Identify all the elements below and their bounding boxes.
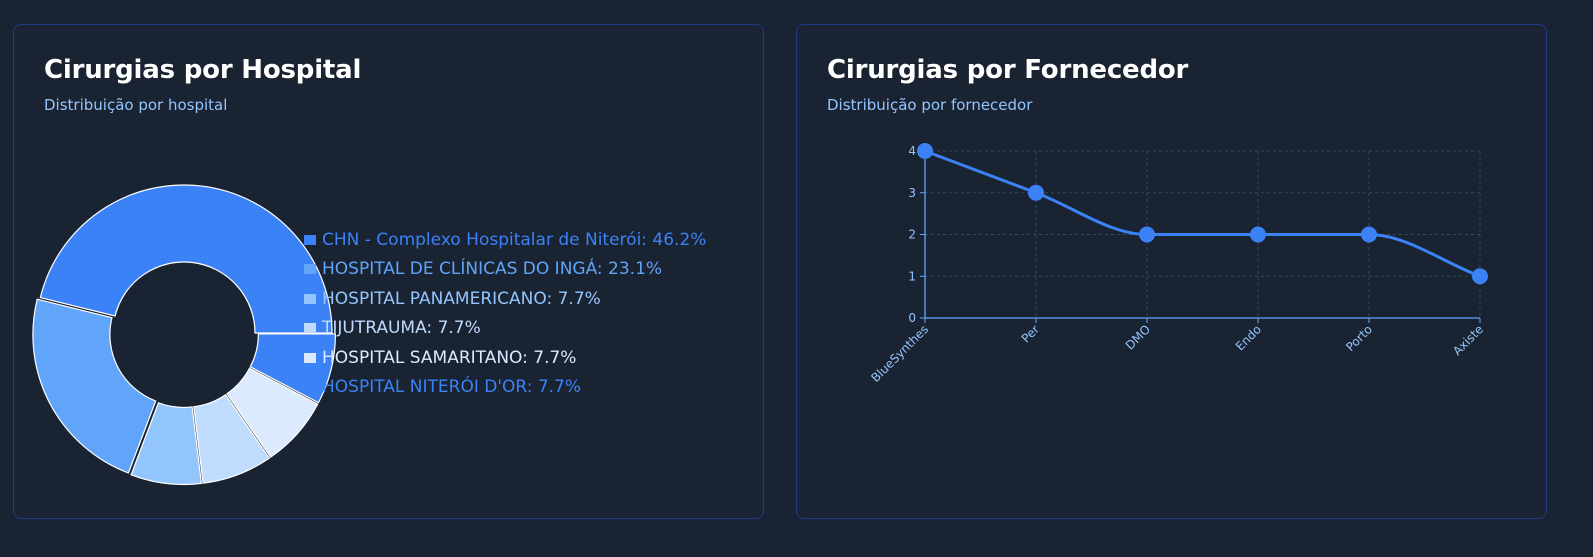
hospital-legend: CHN - Complexo Hospitalar de Niterói: 46… (304, 225, 706, 402)
y-tick-label: 3 (908, 186, 916, 200)
x-tick-label: Endo (1233, 322, 1264, 353)
data-point[interactable] (1250, 226, 1266, 243)
legend-item: HOSPITAL SAMARITANO: 7.7% (304, 343, 706, 373)
legend-label: HOSPITAL SAMARITANO: 7.7% (322, 347, 577, 368)
legend-swatch (304, 323, 316, 334)
y-tick-label: 1 (908, 269, 916, 283)
legend-label: CHN - Complexo Hospitalar de Niterói: 46… (322, 229, 707, 250)
data-point[interactable] (1139, 226, 1155, 243)
data-point[interactable] (1361, 226, 1377, 243)
hospital-card-title: Cirurgias por Hospital (44, 55, 362, 85)
legend-item: HOSPITAL NITERÓI D'OR: 7.7% (304, 373, 706, 403)
y-tick-label: 4 (908, 144, 916, 158)
legend-item: TIJUTRAUMA: 7.7% (304, 314, 706, 344)
series-line (924, 149, 1481, 278)
legend-swatch (304, 293, 316, 304)
fornecedor-card-subtitle: Distribuição por fornecedor (827, 96, 1033, 114)
x-tick-label: DMO (1123, 322, 1153, 352)
y-tick-label: 2 (908, 228, 916, 242)
donut-slice (226, 367, 319, 458)
data-point[interactable] (1472, 268, 1488, 285)
legend-item: HOSPITAL PANAMERICANO: 7.7% (304, 284, 706, 314)
legend-label: TIJUTRAUMA: 7.7% (322, 318, 481, 339)
data-point[interactable] (917, 143, 933, 159)
donut-slice (39, 184, 333, 334)
x-tick-label: Axiste (1450, 322, 1486, 358)
hospital-card: Cirurgias por Hospital Distribuição por … (13, 24, 764, 519)
legend-swatch (304, 234, 316, 245)
hospital-donut-chart (32, 184, 336, 486)
donut-slice (130, 402, 203, 486)
donut-slice (32, 298, 157, 474)
legend-swatch (304, 352, 316, 363)
legend-label: HOSPITAL NITERÓI D'OR: 7.7% (322, 377, 582, 398)
legend-label: HOSPITAL PANAMERICANO: 7.7% (322, 288, 601, 309)
donut-slice (193, 393, 271, 484)
fornecedor-card-title: Cirurgias por Fornecedor (827, 55, 1189, 85)
legend-item: CHN - Complexo Hospitalar de Niterói: 46… (304, 225, 706, 255)
x-tick-label: Per (1019, 322, 1042, 345)
legend-item: HOSPITAL DE CLÍNICAS DO INGÁ: 23.1% (304, 255, 706, 285)
x-tick-label: Porto (1343, 322, 1375, 354)
legend-swatch (304, 382, 316, 393)
hospital-card-subtitle: Distribuição por hospital (44, 96, 228, 114)
legend-label: HOSPITAL DE CLÍNICAS DO INGÁ: 23.1% (322, 259, 663, 280)
x-tick-label: BlueSynthes (868, 322, 931, 385)
fornecedor-line-chart: 0 1 2 3 4 BlueSynthes Per DMO Endo Porto Axiste (868, 143, 1488, 385)
y-tick-label: 0 (908, 311, 916, 325)
data-point[interactable] (1028, 184, 1044, 201)
legend-swatch (304, 264, 316, 275)
fornecedor-card: Cirurgias por Fornecedor Distribuição po… (796, 24, 1547, 519)
